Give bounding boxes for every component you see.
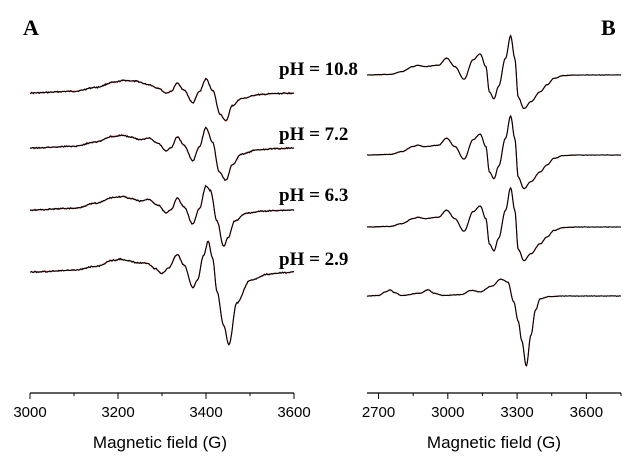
panel-b-x-tick-label: 2700: [362, 404, 395, 421]
panel-a-experimental-trace-2: [29, 126, 295, 181]
ph-label-7-2: pH = 7.2: [279, 124, 348, 145]
panel-a-x-axis-label: Magnetic field (G): [93, 433, 227, 452]
panel-a-experimental-trace-3: [29, 184, 295, 247]
panel-a-traces: [29, 77, 295, 346]
panel-b-x-tick-label: 3300: [500, 404, 533, 421]
panel-a-x-tick-label: 3400: [189, 404, 222, 421]
panel-a-x-tick-label: 3600: [277, 404, 310, 421]
panel-a: A 3000 3200 3400 3600 Magnetic field (G): [13, 15, 310, 452]
panel-a-experimental-trace-4: [29, 240, 295, 346]
panel-b-simulation-trace-4: [366, 278, 621, 367]
panel-a-ticks: 3000 3200 3400 3600: [13, 393, 311, 421]
panel-a-simulation-trace-1: [30, 78, 294, 122]
panel-b-simulation-trace-3: [367, 186, 621, 262]
panel-a-simulation-trace-2: [30, 127, 294, 181]
panel-a-simulation-trace-3: [30, 185, 294, 247]
panel-b-x-tick-label: 3600: [570, 404, 603, 421]
panel-b-simulation-trace-2: [367, 114, 621, 190]
ph-labels: pH = 10.8 pH = 7.2 pH = 6.3 pH = 2.9: [279, 59, 358, 270]
panel-b-experimental-trace-3: [366, 186, 622, 262]
panel-b-simulation-trace-1: [367, 34, 621, 110]
panel-b-letter: B: [601, 15, 616, 40]
panel-a-experimental-trace-1: [29, 77, 295, 122]
panel-b-traces: [366, 34, 622, 367]
ph-label-10-8: pH = 10.8: [279, 59, 358, 80]
panel-b-experimental-trace-2: [366, 114, 622, 190]
panel-b: B 2700 3000 3300 3600 Magnetic field (G): [362, 15, 622, 452]
panel-b-experimental-trace-1: [366, 34, 622, 110]
panel-b-experimental-trace-4: [366, 278, 622, 367]
panel-b-ticks: 2700 3000 3300 3600: [362, 393, 622, 421]
panel-a-x-tick-label: 3200: [101, 404, 134, 421]
ph-label-2-9: pH = 2.9: [279, 249, 348, 270]
panel-a-x-tick-label: 3000: [13, 404, 46, 421]
ph-label-6-3: pH = 6.3: [279, 185, 348, 206]
panel-b-x-axis-label: Magnetic field (G): [427, 433, 561, 452]
panel-a-simulation-trace-4: [30, 240, 295, 346]
panel-a-letter: A: [23, 15, 39, 40]
panel-b-x-tick-label: 3000: [431, 404, 464, 421]
